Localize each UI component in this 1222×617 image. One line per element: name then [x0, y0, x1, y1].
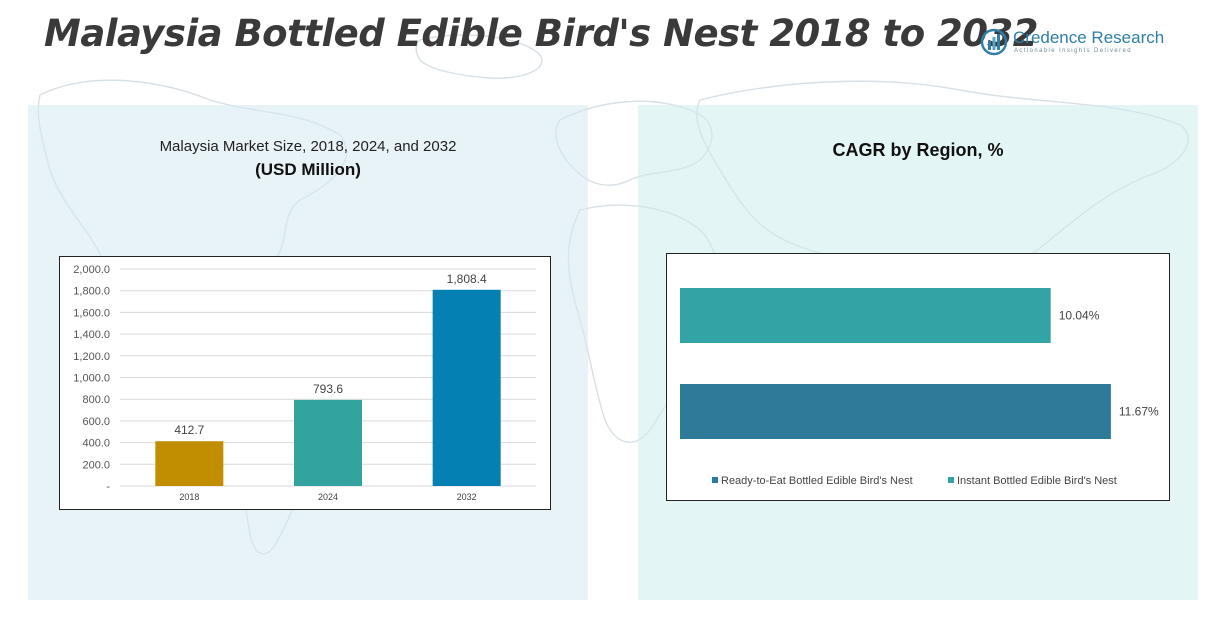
y-tick-label: 1,800.0 — [73, 286, 110, 298]
page-title: Malaysia Bottled Edible Bird's Nest 2018… — [44, 12, 1039, 55]
logo-name: Credence Research — [1013, 28, 1165, 47]
y-tick-label: 200.0 — [82, 459, 110, 471]
market-size-chart-svg: - 200.0 400.0 600.0 800.0 1,000.0 1,200.0 1,400… — [73, 264, 536, 502]
y-tick-label: 2,000.0 — [73, 264, 110, 276]
cagr-title: CAGR by Region, % — [832, 140, 1004, 160]
legend-ready-to-eat-label: Ready-to-Eat Bottled Edible Bird's Nest — [721, 475, 913, 487]
market-size-title: Malaysia Market Size, 2018, 2024, and 20… — [159, 138, 457, 155]
bar-instant — [680, 288, 1051, 343]
logo-tagline: Actionable Insights Delivered — [1014, 48, 1132, 54]
y-tick-label: 400.0 — [82, 438, 110, 450]
x-tick-label: 2024 — [318, 492, 338, 502]
y-tick-label: 1,400.0 — [73, 329, 110, 341]
cagr-chart-svg: 10.04% 11.67% Ready-to-Eat Bottled Edible … — [680, 288, 1159, 487]
data-label-2024: 793.6 — [313, 382, 343, 396]
bar-instant-value-label: 10.04% — [1059, 309, 1100, 323]
y-tick-label: 1,200.0 — [73, 351, 110, 363]
y-tick-label: 1,600.0 — [73, 307, 110, 319]
y-tick-label: - — [106, 481, 110, 493]
market-size-chart: - 200.0 400.0 600.0 800.0 1,000.0 1,200.0 1,400… — [59, 256, 551, 510]
bar-ready-to-eat — [680, 384, 1111, 439]
credence-logo-icon — [980, 28, 1008, 56]
legend-ready-to-eat-swatch — [712, 477, 718, 483]
data-label-2032: 1,808.4 — [447, 272, 487, 286]
legend-instant-label: Instant Bottled Edible Bird's Nest — [957, 475, 1117, 487]
bar-2024 — [294, 399, 362, 486]
legend-instant-swatch — [948, 477, 954, 483]
x-tick-label: 2032 — [457, 492, 477, 502]
bar-ready-to-eat-value-label: 11.67% — [1119, 405, 1159, 419]
y-tick-label: 800.0 — [82, 394, 110, 406]
brand-logo: Credence Research Actionable Insights De… — [980, 28, 1180, 60]
cagr-chart: 10.04% 11.67% Ready-to-Eat Bottled Edible … — [666, 253, 1170, 501]
market-size-subtitle: (USD Million) — [255, 160, 361, 179]
y-tick-label: 600.0 — [82, 416, 110, 428]
data-label-2018: 412.7 — [174, 423, 204, 437]
bar-2032 — [432, 289, 501, 486]
bar-2018 — [155, 441, 224, 486]
y-tick-label: 1,000.0 — [73, 373, 110, 385]
x-tick-label: 2018 — [179, 492, 199, 502]
